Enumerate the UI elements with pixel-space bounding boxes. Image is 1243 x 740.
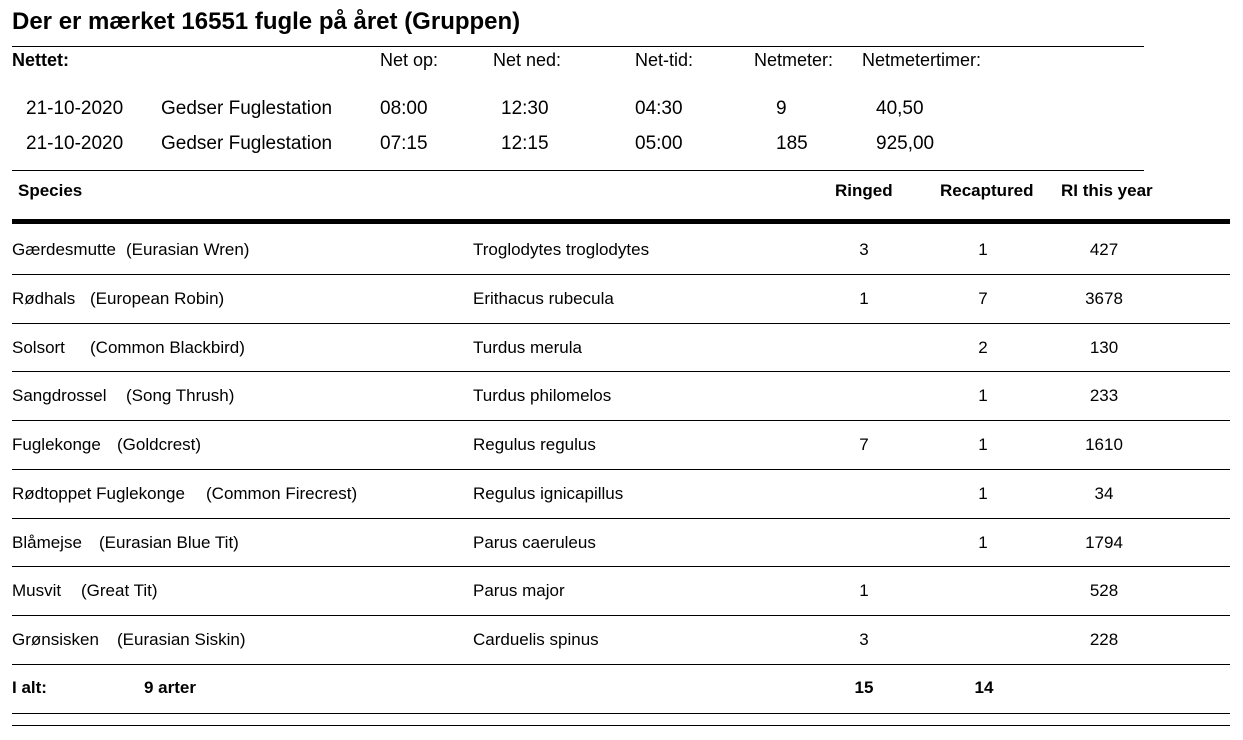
ri-this-year-count: 233: [1089, 386, 1119, 405]
row-divider: [12, 323, 1230, 324]
species-danish-name: Rødtoppet Fuglekonge: [12, 484, 185, 503]
net-date: 21-10-2020: [26, 98, 124, 119]
net-date: 21-10-2020: [26, 133, 124, 154]
header-netmetertimer: Netmetertimer:: [862, 50, 982, 70]
net-tid-value: 05:00: [635, 133, 683, 154]
ri-this-year-count: 228: [1089, 630, 1119, 649]
recaptured-count: 1: [978, 240, 988, 259]
netmetertimer-value: 925,00: [876, 133, 935, 154]
column-header-ri-this-year: RI this year: [1061, 181, 1153, 200]
species-latin-name: Erithacus rubecula: [473, 289, 614, 308]
ringed-count: 7: [859, 435, 869, 454]
totals-ringed: 15: [854, 678, 874, 697]
column-header-species: Species: [18, 181, 83, 200]
header-net-ned: Net ned:: [493, 50, 562, 70]
species-latin-name: Regulus regulus: [473, 435, 596, 454]
ringed-count: 1: [859, 581, 869, 600]
species-english-name: (Eurasian Siskin): [117, 630, 246, 649]
ri-this-year-count: 1794: [1085, 533, 1123, 552]
ringed-count: 3: [859, 630, 869, 649]
totals-recaptured: 14: [974, 678, 994, 697]
recaptured-count: 2: [978, 338, 988, 357]
ringed-count: 3: [859, 240, 869, 259]
net-section-divider: [12, 170, 1144, 171]
row-divider: [12, 664, 1230, 665]
column-header-recaptured: Recaptured: [940, 181, 1034, 200]
row-divider: [12, 615, 1230, 616]
net-op-value: 08:00: [380, 98, 428, 119]
ri-this-year-count: 34: [1094, 484, 1114, 503]
species-english-name: (Song Thrush): [126, 386, 235, 405]
net-tid-value: 04:30: [635, 98, 683, 119]
species-danish-name: Gærdesmutte: [12, 240, 116, 259]
totals-label: I alt:: [12, 678, 47, 697]
species-latin-name: Carduelis spinus: [473, 630, 599, 649]
recaptured-count: 1: [978, 484, 988, 503]
net-op-value: 07:15: [380, 133, 428, 154]
recaptured-count: 1: [978, 533, 988, 552]
row-divider: [12, 371, 1230, 372]
row-divider: [12, 274, 1230, 275]
species-latin-name: Turdus philomelos: [473, 386, 612, 405]
header-net-tid: Net-tid:: [635, 50, 694, 70]
species-latin-name: Troglodytes troglodytes: [473, 240, 650, 259]
species-danish-name: Solsort: [12, 338, 65, 357]
species-english-name: (Goldcrest): [117, 435, 202, 454]
row-divider: [12, 420, 1230, 421]
header-net-op: Net op:: [380, 50, 439, 70]
recaptured-count: 1: [978, 386, 988, 405]
page-title: Der er mærket 16551 fugle på året (Grupp…: [12, 8, 521, 35]
bottom-divider: [12, 725, 1230, 726]
species-english-name: (Eurasian Wren): [126, 240, 250, 259]
header-rule: [12, 219, 1230, 224]
species-english-name: (Eurasian Blue Tit): [99, 533, 239, 552]
ri-this-year-count: 528: [1089, 581, 1119, 600]
recaptured-count: 1: [978, 435, 988, 454]
species-english-name: (Common Blackbird): [90, 338, 245, 357]
species-danish-name: Sangdrossel: [12, 386, 107, 405]
species-danish-name: Fuglekonge: [12, 435, 101, 454]
row-divider: [12, 469, 1230, 470]
species-english-name: (Great Tit): [81, 581, 158, 600]
ri-this-year-count: 1610: [1085, 435, 1123, 454]
species-latin-name: Turdus merula: [473, 338, 582, 357]
net-section-label: Nettet:: [12, 50, 69, 70]
species-danish-name: Grønsisken: [12, 630, 99, 649]
species-danish-name: Rødhals: [12, 289, 76, 308]
totals-species-count: 9 arter: [144, 678, 196, 697]
species-english-name: (Common Firecrest): [206, 484, 358, 503]
row-divider: [12, 518, 1230, 519]
net-station: Gedser Fuglestation: [161, 133, 333, 154]
ri-this-year-count: 3678: [1085, 289, 1123, 308]
row-divider: [12, 566, 1230, 567]
ri-this-year-count: 130: [1089, 338, 1119, 357]
netmeter-value: 9: [776, 98, 787, 119]
title-divider: [12, 46, 1144, 47]
ri-this-year-count: 427: [1089, 240, 1119, 259]
column-header-ringed: Ringed: [835, 181, 893, 200]
species-latin-name: Regulus ignicapillus: [473, 484, 624, 503]
ringed-count: 1: [859, 289, 869, 308]
species-danish-name: Musvit: [12, 581, 62, 600]
netmetertimer-value: 40,50: [876, 98, 924, 119]
species-english-name: (European Robin): [90, 289, 225, 308]
species-danish-name: Blåmejse: [12, 533, 82, 552]
net-ned-value: 12:30: [501, 98, 549, 119]
net-ned-value: 12:15: [501, 133, 549, 154]
recaptured-count: 7: [978, 289, 988, 308]
header-netmeter: Netmeter:: [754, 50, 834, 70]
net-station: Gedser Fuglestation: [161, 98, 333, 119]
totals-divider: [12, 713, 1230, 714]
species-latin-name: Parus caeruleus: [473, 533, 596, 552]
species-latin-name: Parus major: [473, 581, 565, 600]
netmeter-value: 185: [776, 133, 808, 154]
